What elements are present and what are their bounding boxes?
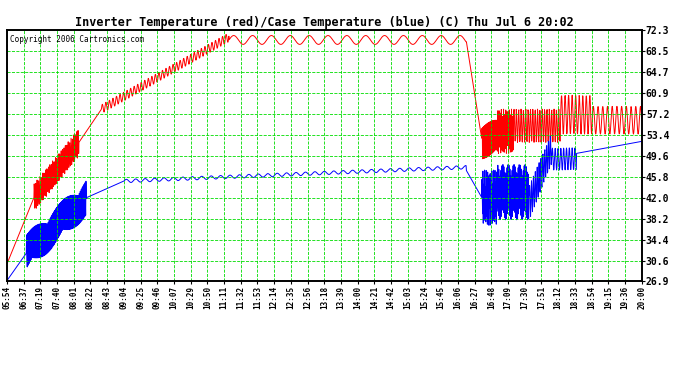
Text: Copyright 2006 Cartronics.com: Copyright 2006 Cartronics.com	[10, 35, 144, 44]
Title: Inverter Temperature (red)/Case Temperature (blue) (C) Thu Jul 6 20:02: Inverter Temperature (red)/Case Temperat…	[75, 16, 573, 29]
